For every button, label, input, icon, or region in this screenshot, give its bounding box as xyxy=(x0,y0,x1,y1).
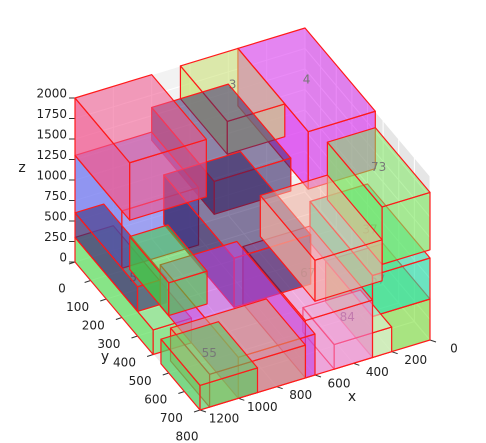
box: 55 xyxy=(160,321,259,411)
x-tick xyxy=(238,397,245,401)
y-tick xyxy=(100,298,107,302)
box-label: 73 xyxy=(371,160,386,174)
y-tick-label: 600 xyxy=(144,393,167,407)
z-axis-label: z xyxy=(18,160,25,176)
z-tick-label: 500 xyxy=(44,210,67,224)
box-top xyxy=(326,127,431,208)
x-tick-label: 200 xyxy=(404,353,427,367)
box-label: 4 xyxy=(303,72,311,86)
z-tick-label: 1750 xyxy=(36,107,67,121)
box-top xyxy=(129,224,208,284)
box-top xyxy=(160,321,259,386)
y-tick-label: 500 xyxy=(129,374,152,388)
y-tick xyxy=(131,335,138,339)
y-axis-label: y xyxy=(101,349,109,365)
z-tick-label: 2000 xyxy=(36,87,67,101)
y-tick-label: 400 xyxy=(113,356,136,370)
y-tick xyxy=(115,317,123,320)
x-tick xyxy=(199,409,207,413)
z-tick-label: 0 xyxy=(59,251,67,265)
y-tick xyxy=(193,409,201,413)
z-tick-label: 250 xyxy=(44,230,67,244)
y-tick xyxy=(162,372,169,376)
y-tick-label: 800 xyxy=(176,430,199,443)
box-top xyxy=(237,27,376,133)
box-label: 55 xyxy=(202,346,217,360)
y-tick xyxy=(178,391,185,394)
x-axis-label: x xyxy=(348,389,356,405)
box xyxy=(74,74,207,221)
x-tick-label: 800 xyxy=(289,388,312,402)
y-tick-label: 300 xyxy=(97,337,120,351)
x-tick-label: 1000 xyxy=(247,400,278,414)
x-tick-label: 600 xyxy=(328,377,351,391)
y-tick xyxy=(84,280,91,283)
box-label: 3 xyxy=(229,77,237,91)
x-tick-label: 0 xyxy=(450,342,458,356)
z-tick-label: 1250 xyxy=(36,148,67,162)
y-tick xyxy=(146,354,154,357)
z-tick-label: 750 xyxy=(44,189,67,203)
box-top xyxy=(74,74,207,164)
y-tick-label: 200 xyxy=(82,319,105,333)
y-tick-label: 0 xyxy=(58,282,66,296)
x-tick-label: 400 xyxy=(366,365,389,379)
box xyxy=(129,224,208,317)
z-tick-label: 1000 xyxy=(36,169,67,183)
x-tick xyxy=(429,339,437,343)
x-tick xyxy=(391,351,398,355)
y-tick-label: 100 xyxy=(66,300,89,314)
x-tick xyxy=(314,374,322,378)
x-tick-label: 1200 xyxy=(209,412,240,426)
x-tick xyxy=(276,386,283,390)
x-tick xyxy=(353,362,360,366)
y-tick-label: 700 xyxy=(160,411,183,425)
box xyxy=(259,174,383,302)
box-top xyxy=(259,174,383,261)
z-tick-label: 1500 xyxy=(36,128,67,142)
